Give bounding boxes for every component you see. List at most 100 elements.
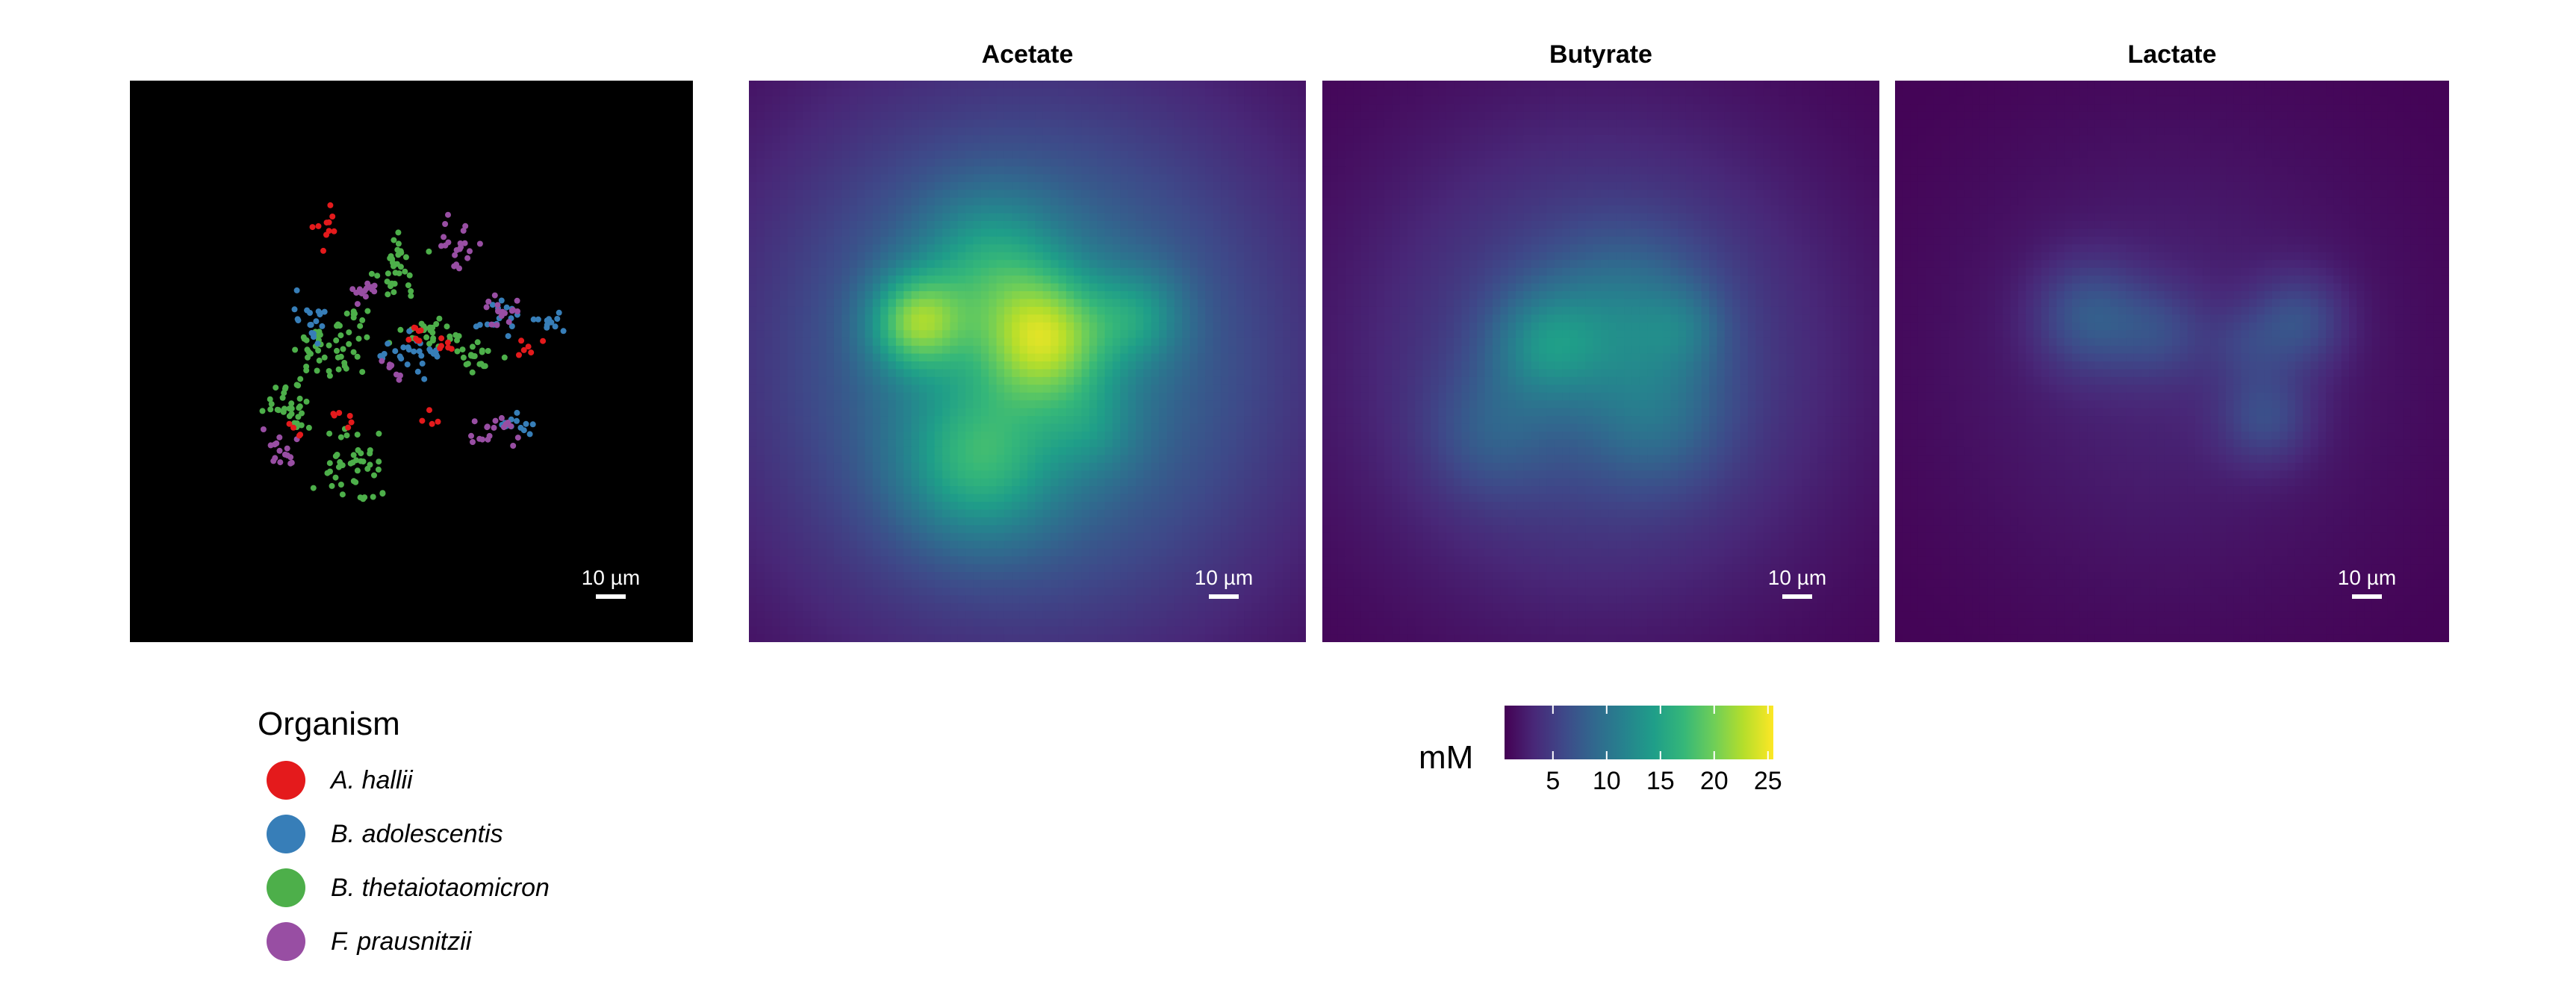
heatmap-cell xyxy=(934,111,943,120)
heatmap-cell xyxy=(973,322,982,331)
heatmap-cell xyxy=(911,276,920,284)
heatmap-cell xyxy=(918,423,927,432)
heatmap-cell xyxy=(1197,432,1206,441)
heatmap-cell xyxy=(1112,299,1121,308)
heatmap-cell xyxy=(1159,486,1168,495)
heatmap-cell xyxy=(795,361,804,370)
heatmap-cell xyxy=(865,181,874,190)
heatmap-cell xyxy=(818,502,827,511)
heatmap-cell xyxy=(1027,439,1036,448)
heatmap-cell xyxy=(1221,135,1229,144)
heatmap-cell xyxy=(1159,260,1168,269)
heatmap-cell xyxy=(803,353,812,362)
heatmap-cell xyxy=(857,299,866,308)
organism-point xyxy=(514,435,521,441)
heatmap-cell xyxy=(772,439,781,448)
organism-point xyxy=(405,344,411,351)
heatmap-cell xyxy=(942,236,951,245)
heatmap-cell xyxy=(1282,267,1291,276)
heatmap-cell xyxy=(996,548,1005,557)
heatmap-cell xyxy=(1019,190,1028,199)
heatmap-cell xyxy=(957,276,966,284)
heatmap-cell xyxy=(1012,541,1021,550)
heatmap-cell xyxy=(749,502,757,511)
heatmap-cell xyxy=(780,205,788,214)
heatmap-cell xyxy=(1143,314,1152,323)
heatmap-cell xyxy=(1213,486,1222,495)
heatmap-cell xyxy=(911,455,920,464)
heatmap-cell xyxy=(927,158,936,167)
heatmap-cell xyxy=(895,423,904,432)
heatmap-cell xyxy=(1019,376,1028,385)
heatmap-cell xyxy=(888,564,897,573)
heatmap-cell xyxy=(1004,205,1012,214)
heatmap-cell xyxy=(1159,81,1168,90)
heatmap-cell xyxy=(934,291,943,300)
heatmap-cell xyxy=(841,88,850,97)
heatmap-cell xyxy=(903,111,912,120)
heatmap-cell xyxy=(989,314,998,323)
heatmap-cell xyxy=(1251,408,1260,417)
heatmap-cell xyxy=(1058,205,1067,214)
heatmap-cell xyxy=(1174,432,1183,441)
heatmap-cell xyxy=(1027,369,1036,378)
heatmap-cell xyxy=(918,361,927,370)
organism-point xyxy=(359,317,366,323)
heatmap-cell xyxy=(1058,517,1067,526)
heatmap-cell xyxy=(1213,166,1222,175)
heatmap-cell xyxy=(1027,181,1036,190)
heatmap-cell xyxy=(1189,205,1198,214)
heatmap-cell xyxy=(841,416,850,425)
heatmap-cell xyxy=(1012,423,1021,432)
heatmap-cell xyxy=(1282,158,1291,167)
heatmap-cell xyxy=(1275,88,1284,97)
heatmap-cell xyxy=(841,197,850,206)
heatmap-cell xyxy=(1228,213,1237,222)
heatmap-cell xyxy=(927,205,936,214)
heatmap-cell xyxy=(872,330,881,339)
heatmap-cell xyxy=(1019,502,1028,511)
heatmap-cell xyxy=(1166,267,1175,276)
heatmap-cell xyxy=(857,221,866,230)
heatmap-cell xyxy=(880,291,889,300)
heatmap-cell xyxy=(934,525,943,534)
heatmap-cell xyxy=(1236,416,1245,425)
organism-point xyxy=(445,239,452,246)
heatmap-cell xyxy=(1120,236,1129,245)
heatmap-cell xyxy=(749,174,757,183)
heatmap-cell xyxy=(1298,556,1306,565)
heatmap-cell xyxy=(1182,392,1191,401)
heatmap-cell xyxy=(833,96,842,105)
heatmap-cell xyxy=(841,81,850,90)
heatmap-cell xyxy=(973,509,982,518)
heatmap-cell xyxy=(1097,346,1106,355)
heatmap-cell xyxy=(756,432,765,441)
heatmap-cell xyxy=(756,314,765,323)
heatmap-cell xyxy=(1236,174,1245,183)
heatmap-cell xyxy=(1174,502,1183,511)
heatmap-cell xyxy=(1259,455,1268,464)
heatmap-cell xyxy=(1251,517,1260,526)
heatmap-cell xyxy=(1051,432,1060,441)
heatmap-cell xyxy=(1058,190,1067,199)
heatmap-cell xyxy=(1236,158,1245,167)
heatmap-cell xyxy=(1151,166,1160,175)
heatmap-cell xyxy=(973,135,982,144)
heatmap-cell xyxy=(803,252,812,261)
heatmap-cell xyxy=(1205,111,1214,120)
heatmap-cell xyxy=(1159,143,1168,152)
heatmap-cell xyxy=(872,119,881,128)
organism-point xyxy=(333,337,340,343)
heatmap-cell xyxy=(1236,260,1245,269)
heatmap-cell xyxy=(1065,151,1074,160)
heatmap-cell xyxy=(1159,213,1168,222)
heatmap-cell xyxy=(1035,400,1044,409)
heatmap-cell xyxy=(911,572,920,581)
heatmap-cell xyxy=(1290,306,1299,315)
organism-point xyxy=(397,264,404,270)
heatmap-cell xyxy=(1004,470,1012,479)
heatmap-cell xyxy=(780,166,788,175)
heatmap-cell xyxy=(1042,455,1051,464)
heatmap-cell xyxy=(772,548,781,557)
heatmap-cell xyxy=(1267,322,1276,331)
